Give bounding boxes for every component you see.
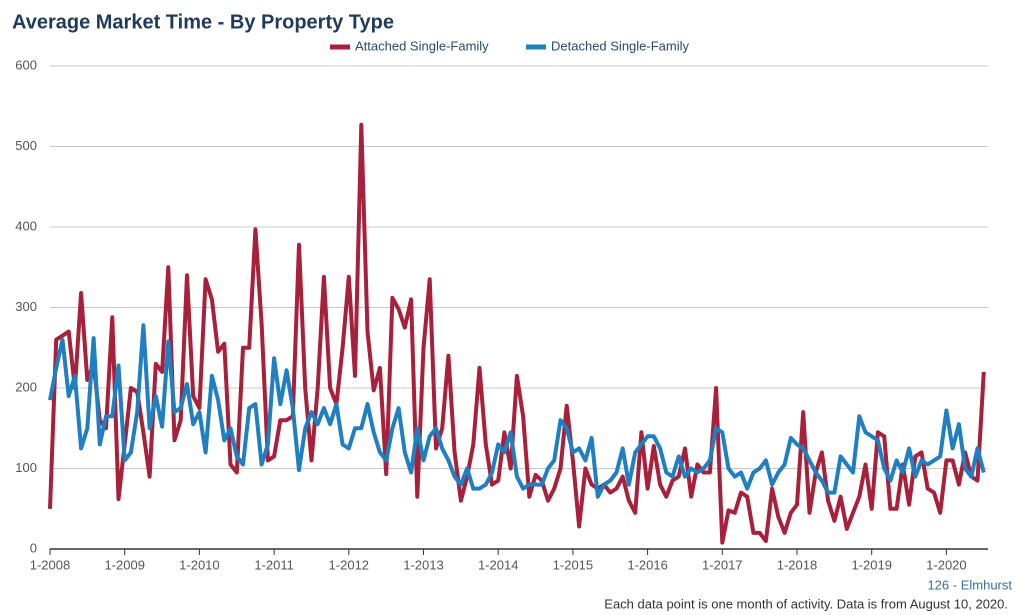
footnote: Each data point is one month of activity… <box>604 596 1008 611</box>
x-tick-label: 1-2011 <box>254 557 294 572</box>
y-tick-label: 600 <box>15 57 37 72</box>
x-tick-label: 1-2010 <box>179 557 219 572</box>
x-tick-label: 1-2012 <box>329 557 369 572</box>
y-tick-label: 300 <box>15 299 37 314</box>
x-tick-label: 1-2020 <box>926 557 966 572</box>
x-tick-label: 1-2013 <box>403 557 443 572</box>
x-tick-label: 1-2017 <box>702 557 742 572</box>
x-tick-label: 1-2019 <box>851 557 891 572</box>
legend-label: Detached Single-Family <box>551 38 690 53</box>
y-tick-label: 200 <box>15 379 37 394</box>
y-tick-label: 400 <box>15 218 37 233</box>
x-tick-label: 1-2008 <box>30 557 70 572</box>
y-tick-label: 500 <box>15 138 37 153</box>
y-tick-label: 0 <box>30 540 37 555</box>
x-tick-label: 1-2009 <box>104 557 144 572</box>
x-tick-label: 1-2018 <box>777 557 817 572</box>
legend-label: Attached Single-Family <box>355 38 489 53</box>
chart-title: Average Market Time - By Property Type <box>12 11 394 33</box>
series-line <box>48 323 986 499</box>
x-tick-label: 1-2016 <box>627 557 667 572</box>
x-tick-label: 1-2015 <box>553 557 593 572</box>
series-line <box>48 122 986 545</box>
x-tick-label: 1-2014 <box>478 557 518 572</box>
area-label: 126 - Elmhurst <box>927 577 1012 592</box>
y-tick-label: 100 <box>15 460 37 475</box>
